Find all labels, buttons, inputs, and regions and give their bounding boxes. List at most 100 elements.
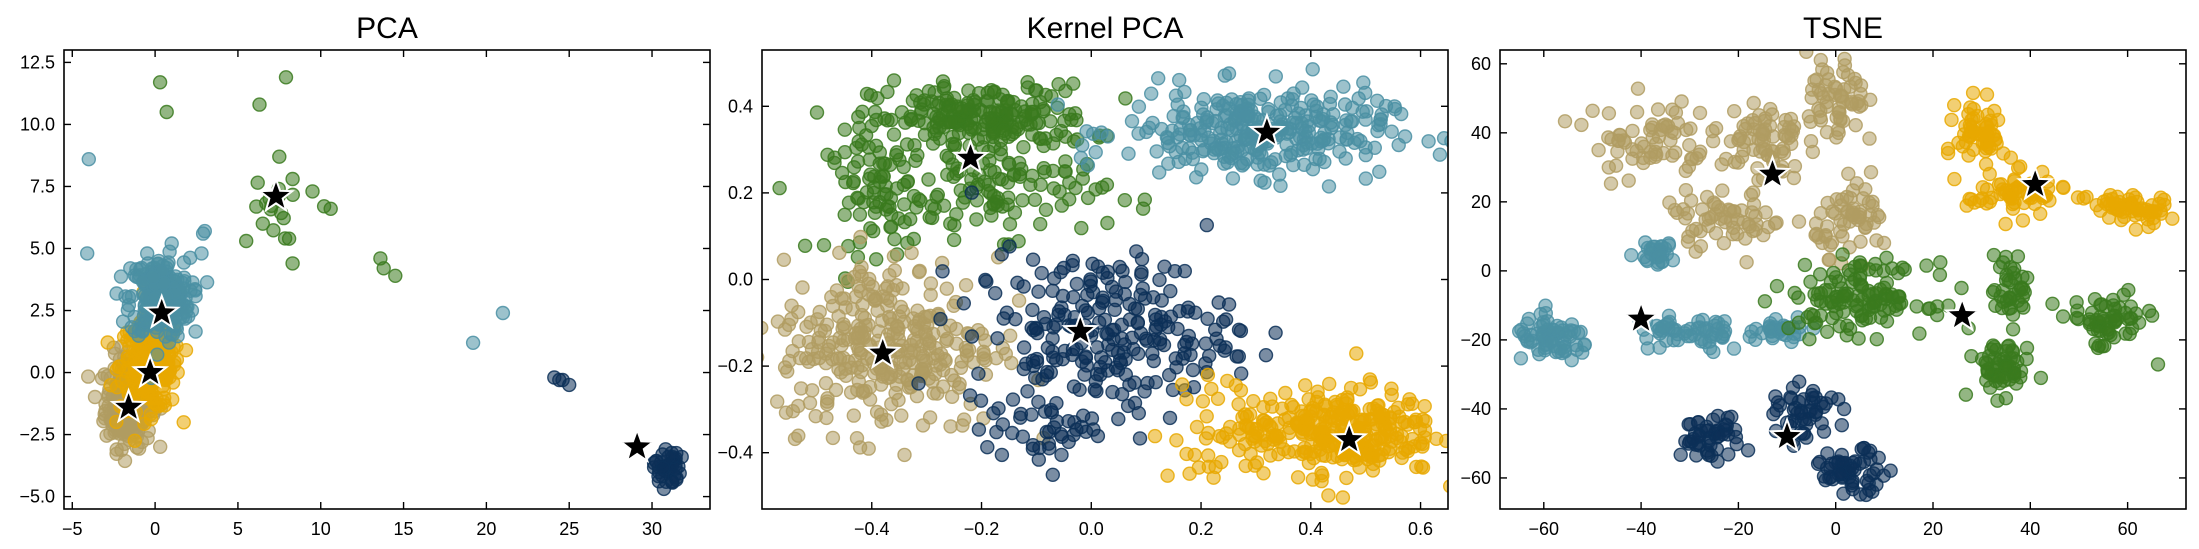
scatter-point (1955, 139, 1971, 154)
scatter-point (1408, 414, 1423, 430)
scatter-point (1640, 341, 1656, 356)
y-tick-label: 40 (1471, 123, 1491, 143)
scatter-point (146, 269, 161, 285)
scatter-point (2144, 308, 2160, 323)
scatter-point (829, 283, 845, 298)
scatter-point (176, 415, 191, 430)
scatter-point (994, 247, 1009, 262)
scatter-point (959, 344, 974, 359)
scatter-point (1591, 142, 1606, 158)
scatter-point (976, 344, 991, 359)
scatter-point (1372, 164, 1387, 180)
scatter-point (1706, 344, 1721, 360)
scatter-point (1636, 139, 1652, 155)
scatter-point (1194, 162, 1209, 177)
scatter-point (2112, 300, 2127, 315)
scatter-point (1535, 317, 1551, 333)
scatter-point (1716, 326, 1732, 342)
scatter-point (1940, 145, 1956, 161)
scatter-point (1130, 301, 1146, 317)
scatter-point (946, 232, 962, 248)
scatter-point (1681, 159, 1697, 174)
panel-3: TSNE −60 −40 −20 0 20 40 60 −60 −40 −20 0 20 40 60 (1460, 12, 2187, 539)
scatter-point (1194, 133, 1209, 148)
scatter-point (825, 430, 841, 446)
scatter-point (1064, 112, 1079, 128)
scatter-point (964, 185, 979, 200)
scatter-point (1238, 129, 1253, 145)
scatter-point (2013, 370, 2028, 385)
y-tick-label: 5.0 (30, 238, 55, 258)
scatter-point (978, 272, 993, 288)
scatter-point (1137, 291, 1153, 306)
scatter-point (2121, 282, 2136, 298)
scatter-point (952, 376, 967, 392)
scatter-point (1716, 235, 1732, 251)
scatter-point (969, 212, 984, 227)
scatter-point (1715, 183, 1730, 198)
scatter-point (1200, 311, 1215, 326)
scatter-point (1884, 261, 1900, 276)
scatter-point (1031, 394, 1046, 410)
scatter-point (1000, 175, 1016, 190)
scatter-point (1094, 350, 1109, 365)
scatter-point (1316, 408, 1331, 423)
scatter-point (886, 73, 902, 88)
scatter-point (1557, 114, 1573, 129)
scatter-point (1163, 283, 1178, 299)
scatter-point (1511, 324, 1527, 339)
scatter-point (1417, 399, 1432, 414)
scatter-point (1068, 180, 1083, 196)
scatter-point (1674, 94, 1689, 109)
scatter-point (1807, 287, 1822, 302)
scatter-point (846, 160, 862, 175)
scatter-point (1210, 93, 1225, 108)
scatter-point (1804, 90, 1819, 106)
scatter-point (1827, 206, 1843, 221)
chart-title: Kernel PCA (1027, 12, 1184, 45)
scatter-point (1261, 101, 1276, 117)
scatter-point (1717, 314, 1732, 329)
scatter-point (1274, 401, 1290, 416)
scatter-point (857, 310, 872, 326)
scatter-point (2005, 322, 2021, 337)
scatter-point (1046, 350, 1061, 365)
scatter-point (994, 447, 1010, 463)
scatter-point (1343, 114, 1359, 129)
scatter-point (276, 210, 291, 226)
scatter-point (1050, 97, 1066, 112)
scatter-point (1250, 157, 1265, 172)
scatter-point (837, 207, 852, 223)
scatter-point (1912, 326, 1927, 341)
scatter-point (1844, 461, 1860, 476)
scatter-point (1734, 203, 1749, 218)
scatter-point (1656, 320, 1672, 335)
scatter-point (884, 396, 899, 412)
scatter-point (2019, 340, 2035, 356)
scatter-point (1195, 394, 1211, 409)
scatter-point (971, 85, 987, 101)
scatter-point (1998, 216, 2013, 232)
scatter-point (656, 481, 672, 497)
scatter-point (1378, 98, 1394, 114)
scatter-point (849, 140, 864, 156)
scatter-point (1174, 377, 1190, 392)
scatter-point (1603, 176, 1619, 191)
scatter-point (1220, 373, 1235, 389)
scatter-point (1667, 202, 1683, 218)
y-tick-label: −0.4 (717, 443, 753, 463)
scatter-point (1231, 322, 1247, 337)
scatter-point (1751, 108, 1767, 123)
scatter-point (1718, 151, 1734, 167)
scatter-point (1025, 168, 1040, 184)
scatter-point (1853, 78, 1869, 93)
scatter-point (1233, 383, 1249, 398)
scatter-point (958, 278, 974, 293)
scatter-point (980, 440, 995, 455)
scatter-points (762, 62, 1448, 505)
scatter-point (1363, 375, 1379, 390)
scatter-point (1842, 321, 1858, 337)
scatter-point (1321, 488, 1336, 503)
x-tick-label: 20 (476, 519, 496, 539)
scatter-point (1742, 329, 1758, 344)
